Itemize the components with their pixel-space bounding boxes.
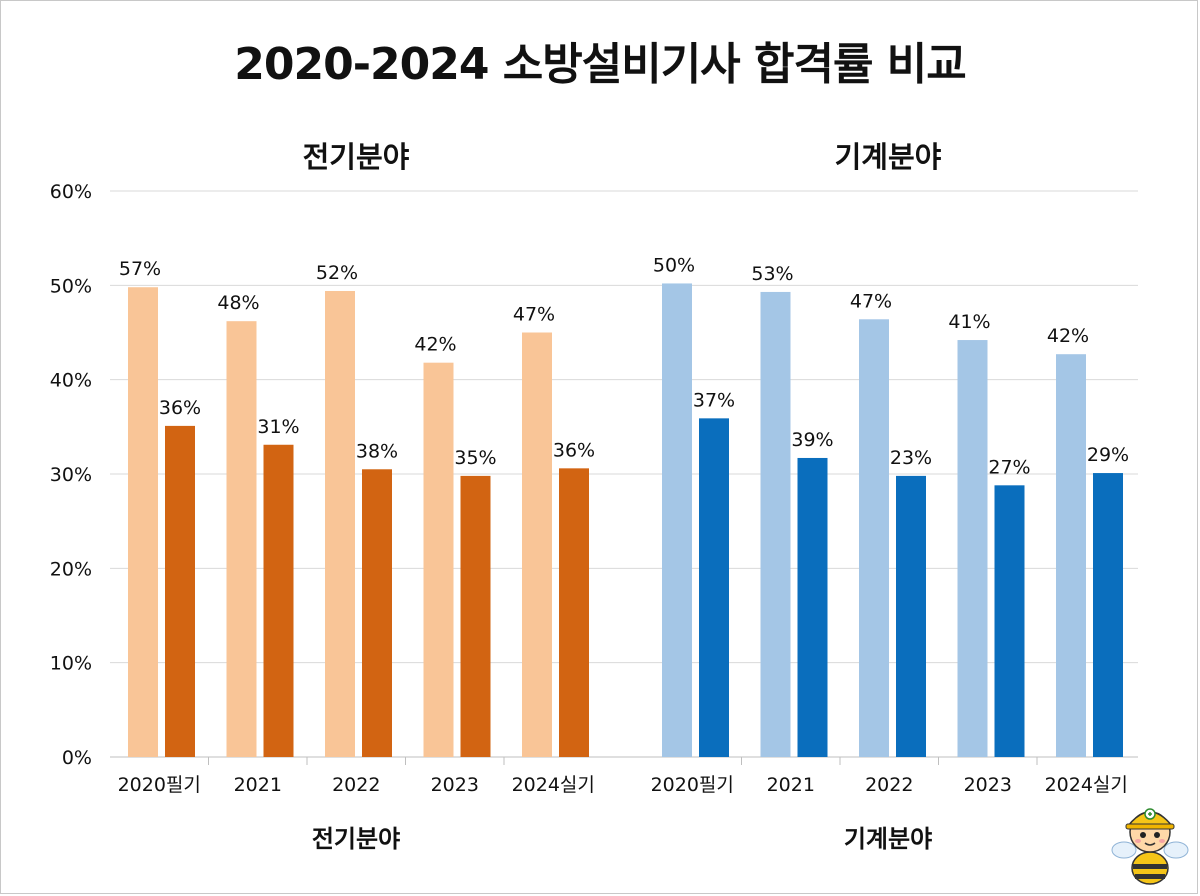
x-tick-label: 2023 — [431, 774, 479, 796]
bar — [423, 362, 454, 757]
bar — [165, 425, 195, 757]
chart-title: 2020-2024 소방설비기사 합격률 비교 — [234, 39, 966, 90]
group-axis-label: 전기분야 — [312, 825, 400, 853]
data-label: 37% — [693, 389, 735, 411]
bar — [760, 291, 791, 757]
y-tick-label: 10% — [50, 653, 92, 675]
x-tick-label: 2024실기 — [512, 774, 595, 796]
y-tick-label: 0% — [62, 747, 92, 769]
y-tick-label: 50% — [50, 275, 92, 297]
group-axis-label: 기계분야 — [844, 825, 932, 853]
bar — [896, 475, 926, 757]
data-label: 31% — [257, 416, 299, 438]
group-title: 전기분야 — [303, 140, 410, 174]
data-label: 48% — [217, 292, 259, 314]
x-tick-label: 2022 — [332, 774, 380, 796]
x-tick-label: 2024실기 — [1045, 774, 1128, 796]
bar — [226, 321, 257, 757]
data-label: 41% — [948, 311, 990, 333]
x-tick-label: 2021 — [767, 774, 815, 796]
bee-firefighter-icon — [1111, 808, 1189, 885]
y-tick-label: 40% — [50, 370, 92, 392]
data-label: 39% — [791, 429, 833, 451]
data-label: 57% — [119, 258, 161, 280]
x-tick-label: 2020필기 — [118, 774, 201, 796]
x-tick-label: 2020필기 — [651, 774, 734, 796]
bar — [1056, 354, 1086, 757]
data-label: 42% — [1047, 325, 1089, 347]
data-label: 27% — [988, 456, 1030, 478]
data-label: 52% — [316, 262, 358, 284]
data-label: 53% — [751, 263, 793, 285]
data-label: 29% — [1087, 444, 1129, 466]
group-title: 기계분야 — [835, 140, 942, 174]
x-tick-label: 2021 — [234, 774, 282, 796]
bar — [662, 283, 692, 757]
bar — [263, 444, 294, 757]
bar — [1093, 473, 1123, 757]
x-tick-label: 2022 — [865, 774, 913, 796]
bar — [797, 457, 828, 757]
bar — [128, 287, 158, 757]
data-label: 35% — [454, 447, 496, 469]
data-label: 23% — [890, 447, 932, 469]
data-label: 36% — [553, 439, 595, 461]
bar — [522, 332, 552, 757]
data-label: 47% — [850, 290, 892, 312]
x-tick-label: 2023 — [964, 774, 1012, 796]
data-label: 36% — [159, 397, 201, 419]
y-tick-label: 30% — [50, 464, 92, 486]
bar — [859, 319, 889, 757]
bar — [460, 475, 491, 757]
bar — [994, 485, 1025, 757]
bar — [957, 340, 988, 757]
bar — [362, 469, 392, 757]
bar — [325, 290, 355, 757]
y-tick-label: 60% — [50, 181, 92, 203]
data-label: 38% — [356, 440, 398, 462]
y-tick-label: 20% — [50, 558, 92, 580]
bar — [699, 418, 729, 757]
bar — [559, 468, 589, 757]
data-label: 47% — [513, 304, 555, 326]
data-label: 42% — [414, 334, 456, 356]
data-label: 50% — [653, 254, 695, 276]
